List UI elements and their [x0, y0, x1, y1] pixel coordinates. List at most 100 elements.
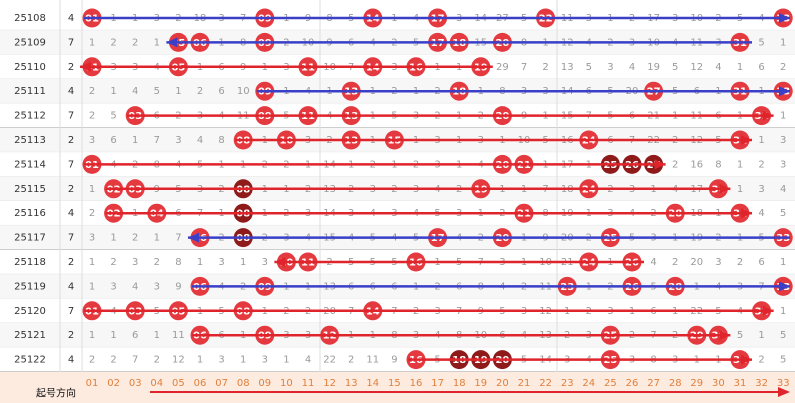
miss-count: 1 [89, 184, 95, 195]
code: 2 [68, 184, 74, 195]
footer-label: 05 [172, 378, 185, 389]
issue: 25109 [14, 37, 46, 48]
code: 7 [68, 159, 74, 170]
footer-label: 29 [690, 378, 703, 389]
miss-count: 3 [780, 135, 786, 146]
miss-count: 2 [348, 355, 354, 366]
miss-count: 29 [496, 62, 509, 73]
miss-count: 5 [780, 355, 786, 366]
arrow-head [741, 354, 752, 365]
miss-count: 2 [110, 355, 116, 366]
issue: 25122 [14, 355, 46, 366]
arrow-head [654, 159, 666, 170]
issue: 25111 [14, 86, 46, 97]
miss-count: 22 [323, 355, 336, 366]
miss-count: 4 [715, 62, 721, 73]
arrow-head [719, 330, 731, 341]
issue: 25110 [14, 62, 46, 73]
arrow-head [779, 13, 790, 23]
footer-label: 14 [366, 378, 379, 389]
miss-count: 2 [780, 62, 786, 73]
miss-count: 1 [758, 135, 764, 146]
miss-count: 20 [690, 257, 703, 268]
miss-count: 5 [780, 208, 786, 219]
footer-label: 04 [150, 378, 163, 389]
footer-label: 02 [107, 378, 120, 389]
miss-count: 2 [758, 159, 764, 170]
arrow-head [741, 135, 752, 145]
miss-count: 3 [132, 257, 138, 268]
miss-count: 3 [780, 159, 786, 170]
miss-count: 6 [218, 86, 224, 97]
issue: 25116 [14, 208, 46, 219]
miss-count: 1 [110, 330, 116, 341]
miss-count: 2 [89, 355, 95, 366]
miss-count: 2 [89, 208, 95, 219]
footer-label: 24 [582, 378, 595, 389]
footer-label: 13 [345, 378, 358, 389]
miss-count: 3 [110, 281, 116, 292]
miss-count: 3 [262, 257, 268, 268]
footer-label: 16 [410, 378, 423, 389]
miss-count: 1 [197, 355, 203, 366]
footer-label: 15 [388, 378, 401, 389]
code: 7 [68, 111, 74, 122]
miss-count: 19 [647, 62, 660, 73]
miss-count: 1 [154, 37, 160, 48]
miss-count: 3 [89, 135, 95, 146]
footer-label: 28 [669, 378, 682, 389]
miss-count: 1 [780, 37, 786, 48]
miss-count: 12 [172, 355, 185, 366]
arrow-head [719, 183, 731, 194]
footer-label: 11 [302, 378, 315, 389]
footer-label: 31 [734, 378, 747, 389]
arrow-head [762, 305, 774, 316]
code: 2 [68, 135, 74, 146]
miss-count: 1 [89, 330, 95, 341]
footer-label: 21 [518, 378, 531, 389]
miss-count: 1 [89, 281, 95, 292]
arrow-head [274, 257, 286, 267]
miss-count: 2 [672, 159, 678, 170]
miss-count: 4 [132, 86, 138, 97]
footer-label: 30 [712, 378, 725, 389]
miss-count: 7 [154, 135, 160, 146]
miss-count: 1 [175, 86, 181, 97]
miss-count: 2 [672, 257, 678, 268]
footer-label: 03 [129, 378, 142, 389]
footer-label: 17 [431, 378, 444, 389]
code: 4 [68, 281, 74, 292]
miss-count: 4 [629, 62, 635, 73]
footer-label: 06 [194, 378, 207, 389]
footer-label: 23 [561, 378, 574, 389]
miss-count: 3 [89, 233, 95, 244]
footer-bg [0, 371, 795, 403]
footer-label: 26 [626, 378, 639, 389]
miss-count: 1 [737, 159, 743, 170]
miss-count: 3 [218, 257, 224, 268]
miss-count: 9 [391, 355, 397, 366]
miss-count: 13 [561, 62, 574, 73]
miss-count: 5 [154, 86, 160, 97]
footer-label: 27 [647, 378, 660, 389]
arrow-head [741, 208, 752, 219]
code: 2 [68, 330, 74, 341]
arrow-head [188, 232, 199, 243]
miss-count: 10 [237, 86, 250, 97]
miss-count: 1 [154, 330, 160, 341]
miss-count: 1 [89, 37, 95, 48]
code: 4 [68, 13, 74, 24]
code: 7 [68, 37, 74, 48]
arrow-head [80, 61, 91, 72]
issue: 25108 [14, 13, 46, 24]
footer-label: 22 [539, 378, 552, 389]
miss-count: 3 [715, 257, 721, 268]
code: 4 [68, 86, 74, 97]
footer-label: 32 [755, 378, 768, 389]
miss-count: 8 [175, 257, 181, 268]
miss-count: 1 [89, 257, 95, 268]
miss-count: 4 [780, 184, 786, 195]
miss-count: 1 [758, 330, 764, 341]
miss-count: 3 [154, 281, 160, 292]
miss-count: 1 [197, 257, 203, 268]
